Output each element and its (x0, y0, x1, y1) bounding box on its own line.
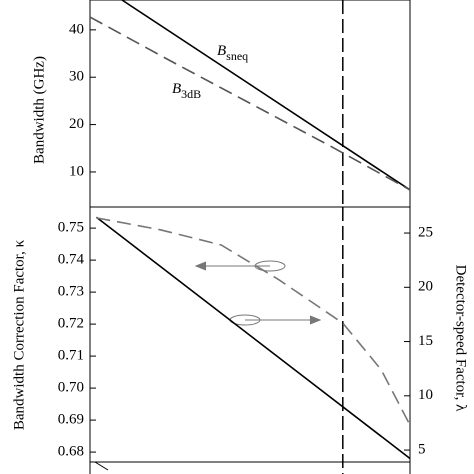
y2-axis-label: Detector-speed Factor, λ (453, 265, 469, 412)
y-tick-label: 0.71 (58, 348, 84, 364)
y2-tick-label: 25 (418, 224, 433, 240)
y-tick-label: 30 (69, 69, 84, 85)
series-line (121, 0, 411, 191)
series-line (96, 217, 411, 426)
y-axis-label: Bandwidth (GHz) (31, 56, 47, 164)
y-tick-label: 10 (69, 163, 84, 179)
plot-frame (89, 206, 411, 463)
y-tick-label: 0.74 (58, 252, 85, 268)
y-tick-label: 0.75 (58, 220, 84, 236)
arrows (194, 260, 322, 326)
y-tick-label: 0.68 (58, 444, 84, 460)
y-tick-label: 0.69 (58, 412, 84, 428)
y-tick-label: 40 (69, 21, 84, 37)
y-axis-label: Bandwidth Correction Factor, κ (11, 239, 27, 430)
y2-tick-label: 10 (418, 387, 433, 403)
y2-tick-label: 5 (418, 442, 426, 458)
annotation: Bsneq (217, 43, 248, 62)
y-tick-label: 20 (69, 116, 84, 132)
y2-tick-label: 20 (418, 279, 433, 295)
y-tick-label: 0.70 (58, 380, 84, 396)
y-tick-label: 0.72 (58, 316, 84, 332)
series-line (95, 216, 411, 460)
y-tick-label: 0.73 (58, 284, 84, 300)
bottom-sliver (89, 461, 411, 474)
y2-tick-label: 15 (418, 333, 433, 349)
series-line (89, 16, 411, 191)
annotation: B3dB (172, 81, 201, 100)
